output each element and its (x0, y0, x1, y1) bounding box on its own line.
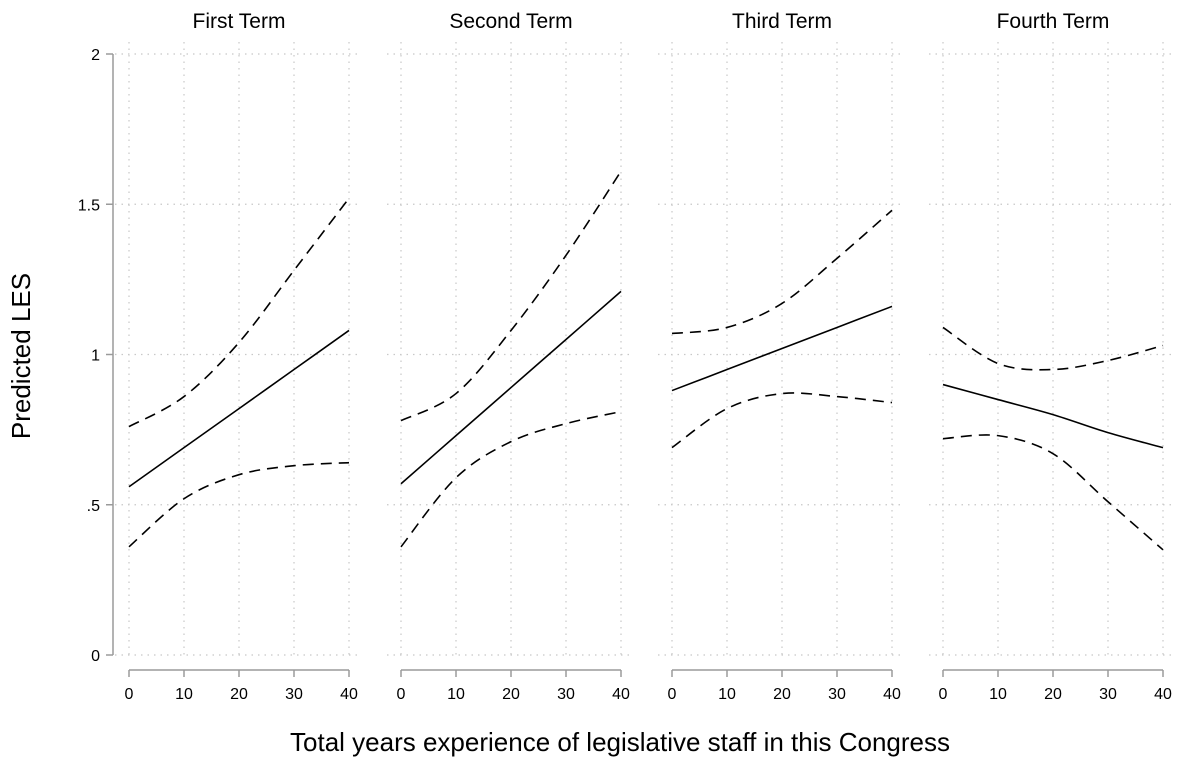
panel-title: Second Term (449, 10, 572, 33)
panel-title: Fourth Term (997, 10, 1110, 33)
x-tick-label: 40 (883, 686, 901, 703)
x-tick-label: 30 (828, 686, 846, 703)
ci-lower-line (671, 392, 893, 449)
panel-title: First Term (193, 10, 286, 33)
ci-upper-line (942, 326, 1164, 371)
ci-lower-line (400, 410, 622, 548)
x-axis-title: Total years experience of legislative st… (290, 727, 950, 757)
y-tick-label: .5 (87, 498, 100, 515)
ci-lower-line (128, 461, 350, 548)
y-axis-title: Predicted LES (6, 273, 36, 439)
ci-upper-line (671, 209, 893, 335)
prediction-line (671, 305, 893, 392)
x-tick-label: 0 (397, 686, 406, 703)
x-tick-label: 10 (718, 686, 736, 703)
x-tick-label: 20 (502, 686, 520, 703)
x-tick-label: 0 (125, 686, 134, 703)
y-tick-label: 0 (91, 648, 100, 665)
y-tick-label: 1 (91, 348, 100, 365)
x-tick-label: 30 (285, 686, 303, 703)
prediction-line (400, 290, 622, 485)
x-tick-label: 40 (612, 686, 630, 703)
x-tick-label: 20 (1044, 686, 1062, 703)
y-tick-label: 2 (91, 47, 100, 64)
ci-upper-line (400, 170, 622, 422)
x-tick-label: 10 (447, 686, 465, 703)
ci-lower-line (942, 434, 1164, 551)
x-tick-label: 40 (340, 686, 358, 703)
prediction-line (128, 329, 350, 488)
x-tick-label: 20 (773, 686, 791, 703)
ci-upper-line (128, 197, 350, 428)
x-tick-label: 20 (230, 686, 248, 703)
x-tick-label: 0 (668, 686, 677, 703)
x-tick-label: 0 (939, 686, 948, 703)
x-tick-label: 30 (557, 686, 575, 703)
prediction-line (942, 383, 1164, 449)
x-tick-label: 40 (1154, 686, 1172, 703)
y-tick-label: 1.5 (78, 197, 100, 214)
x-tick-label: 10 (989, 686, 1007, 703)
x-tick-label: 10 (175, 686, 193, 703)
panel-title: Third Term (732, 10, 832, 33)
x-tick-label: 30 (1099, 686, 1117, 703)
